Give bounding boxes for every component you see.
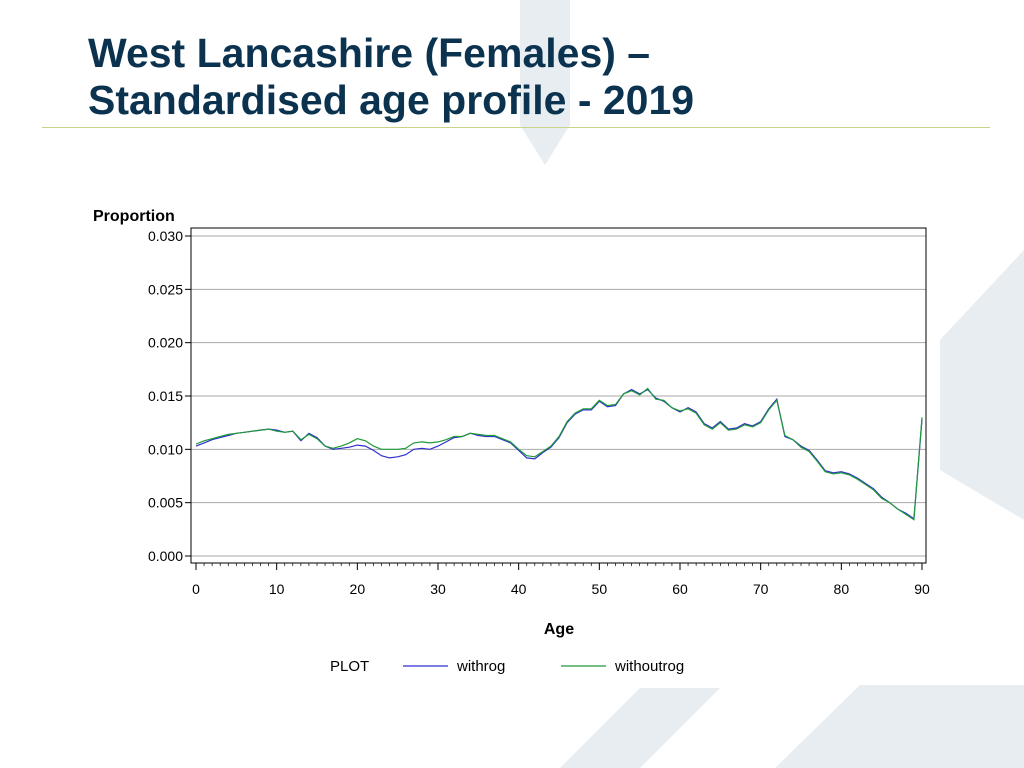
title-divider [42, 127, 990, 128]
legend-title: PLOT [330, 658, 369, 675]
y-tick-label: 0.015 [148, 388, 183, 404]
y-tick-label: 0.030 [148, 228, 183, 244]
series-line-withoutrog [195, 387, 923, 521]
x-axis-label: Age [544, 621, 574, 638]
y-tick-label: 0.000 [148, 548, 183, 564]
y-tick-label: 0.010 [148, 441, 183, 457]
x-tick-label: 60 [672, 581, 688, 597]
y-axis: 0.000 0.005 0.010 0.015 0.020 0.025 0.030 [148, 228, 191, 564]
x-axis: 0 10 20 30 40 50 60 70 80 90 [192, 563, 930, 597]
x-tick-label: 0 [192, 581, 200, 597]
legend-label-withoutrog: withoutrog [614, 658, 684, 675]
x-tick-label: 80 [834, 581, 850, 597]
x-tick-label: 70 [753, 581, 769, 597]
x-tick-label: 10 [269, 581, 285, 597]
x-tick-label: 20 [350, 581, 366, 597]
x-tick-label: 30 [430, 581, 446, 597]
legend-label-withrog: withrog [456, 658, 505, 675]
x-tick-label: 50 [592, 581, 608, 597]
chart-gridlines [191, 235, 926, 557]
slide-title-line-2: Standardised age profile - 2019 [88, 77, 695, 123]
slide-title-line-1: West Lancashire (Females) – [88, 30, 651, 76]
x-tick-label: 90 [914, 581, 930, 597]
background-shape-right [940, 250, 1024, 520]
background-shape-bottom [560, 688, 720, 768]
slide-title: West Lancashire (Females) – Standardised… [88, 30, 948, 124]
series-line-withrog [195, 388, 923, 520]
y-tick-label: 0.005 [148, 495, 183, 511]
x-tick-label: 40 [511, 581, 527, 597]
y-axis-label: Proportion [93, 208, 175, 225]
background-shape-bottom-right [775, 685, 1024, 768]
background-shape-diagonal [520, 0, 570, 165]
y-tick-label: 0.025 [148, 281, 183, 297]
series-lines [195, 387, 923, 521]
y-tick-label: 0.020 [148, 335, 183, 351]
chart-legend: PLOT withrog withoutrog [330, 658, 684, 675]
